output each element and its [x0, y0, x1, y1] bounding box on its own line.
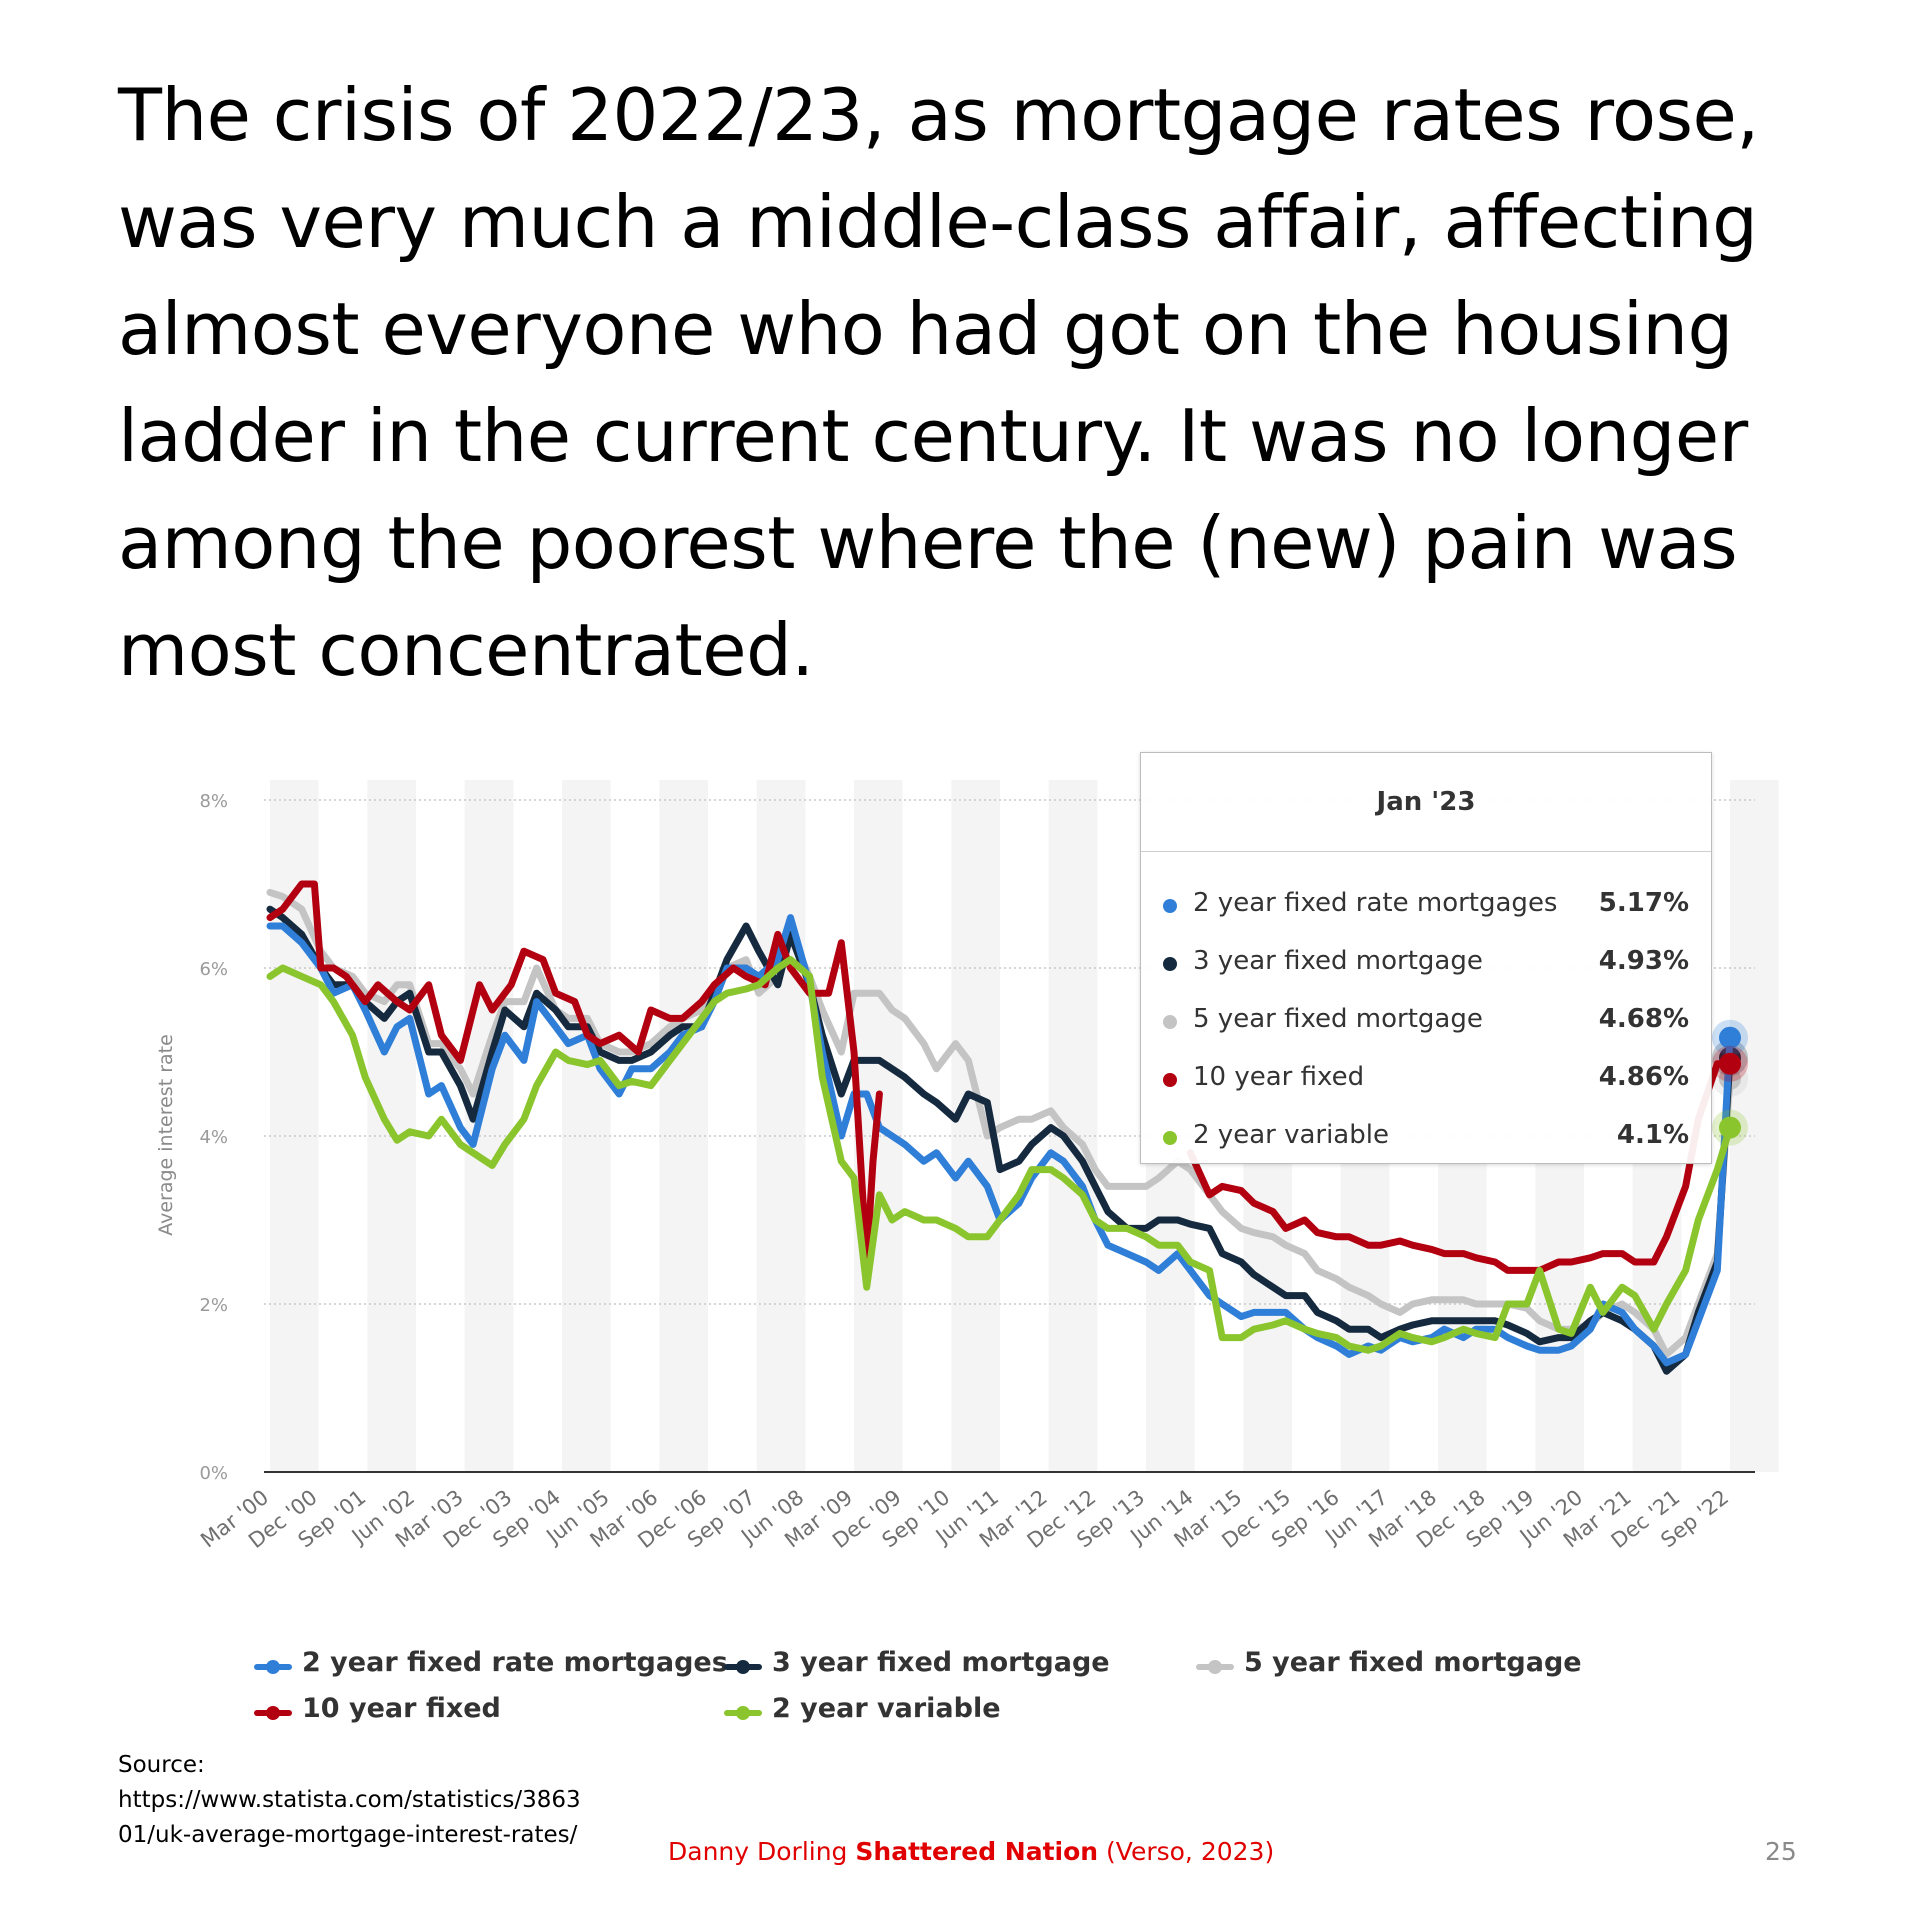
background-band: [756, 780, 806, 1472]
legend-label: 2 year variable: [772, 1693, 1001, 1724]
legend-line-icon: [1196, 1657, 1234, 1677]
legend-line-icon: [254, 1657, 292, 1677]
credit-author: Danny Dorling: [668, 1837, 856, 1866]
tooltip-row: 5 year fixed mortgage 4.68%: [1163, 1004, 1689, 1044]
source-note: Source: https://www.statista.com/statist…: [118, 1748, 581, 1853]
series-end-marker: [1719, 1052, 1741, 1075]
background-band: [659, 780, 708, 1472]
series-line: [266, 905, 1734, 1375]
y-axis-label: Average interest rate: [155, 1034, 177, 1236]
credit-book-title: Shattered Nation: [855, 1837, 1099, 1866]
chart-tooltip: Jan '23 2 year fixed rate mortgages 5.17…: [1140, 752, 1712, 1164]
tooltip-row: 2 year fixed rate mortgages 5.17%: [1163, 888, 1689, 928]
series-dot-icon: [1163, 1015, 1177, 1029]
chart-series: [266, 880, 1748, 1375]
series-dot-icon: [1163, 899, 1177, 913]
source-label: Source:: [118, 1752, 205, 1778]
tooltip-series-value: 5.17%: [1598, 888, 1689, 918]
background-band: [1048, 780, 1098, 1472]
tooltip-series-name: 5 year fixed mortgage: [1193, 1004, 1483, 1034]
tooltip-series-name: 3 year fixed mortgage: [1193, 946, 1483, 976]
tooltip-row: 2 year variable 4.1%: [1163, 1120, 1689, 1160]
page-number: 25: [1765, 1837, 1797, 1866]
tooltip-series-value: 4.1%: [1616, 1120, 1689, 1150]
legend-line-icon: [724, 1703, 762, 1723]
tooltip-series-value: 4.86%: [1598, 1062, 1689, 1092]
tooltip-series-name: 2 year fixed rate mortgages: [1193, 888, 1558, 918]
series-end-marker: [1719, 1026, 1741, 1049]
legend-label: 5 year fixed mortgage: [1244, 1647, 1582, 1678]
y-tick-label: 6%: [199, 959, 228, 980]
tooltip-series-value: 4.93%: [1598, 946, 1689, 976]
tooltip-row: 3 year fixed mortgage 4.93%: [1163, 946, 1689, 986]
legend-line-icon: [254, 1703, 292, 1723]
tooltip-series-value: 4.68%: [1598, 1004, 1689, 1034]
y-axis-ticks: 0% 2% 4% 6% 8%: [199, 791, 228, 1484]
tooltip-title: Jan '23: [1141, 753, 1711, 852]
source-url-line: 01/uk-average-mortgage-interest-rates/: [118, 1822, 578, 1848]
background-band: [562, 780, 611, 1472]
series-end-marker: [1719, 1116, 1741, 1139]
legend-label: 2 year fixed rate mortgages: [302, 1647, 728, 1678]
credit-line: Danny Dorling Shattered Nation (Verso, 2…: [668, 1837, 1274, 1866]
tooltip-series-name: 2 year variable: [1193, 1120, 1389, 1150]
legend-label: 10 year fixed: [302, 1693, 501, 1724]
y-tick-label: 8%: [199, 791, 228, 812]
tooltip-row: 10 year fixed 4.86%: [1163, 1062, 1689, 1102]
series-line: [266, 914, 1734, 1367]
series-dot-icon: [1163, 1131, 1177, 1145]
y-tick-label: 2%: [199, 1295, 228, 1316]
credit-publisher: (Verso, 2023): [1098, 1837, 1275, 1866]
background-band: [464, 780, 514, 1472]
chart-gridlines: [264, 799, 1755, 1305]
series-dot-icon: [1163, 1073, 1177, 1087]
source-url-line: https://www.statista.com/statistics/3863: [118, 1787, 581, 1813]
y-tick-label: 4%: [199, 1127, 228, 1148]
series-line: [266, 880, 1734, 1274]
slide-title: The crisis of 2022/23, as mortgage rates…: [118, 73, 1759, 692]
series-line: [266, 956, 1734, 1354]
y-tick-label: 0%: [199, 1463, 228, 1484]
legend-line-icon: [724, 1657, 762, 1677]
series-dot-icon: [1163, 957, 1177, 971]
legend-label: 3 year fixed mortgage: [772, 1647, 1110, 1678]
tooltip-series-name: 10 year fixed: [1193, 1062, 1365, 1092]
